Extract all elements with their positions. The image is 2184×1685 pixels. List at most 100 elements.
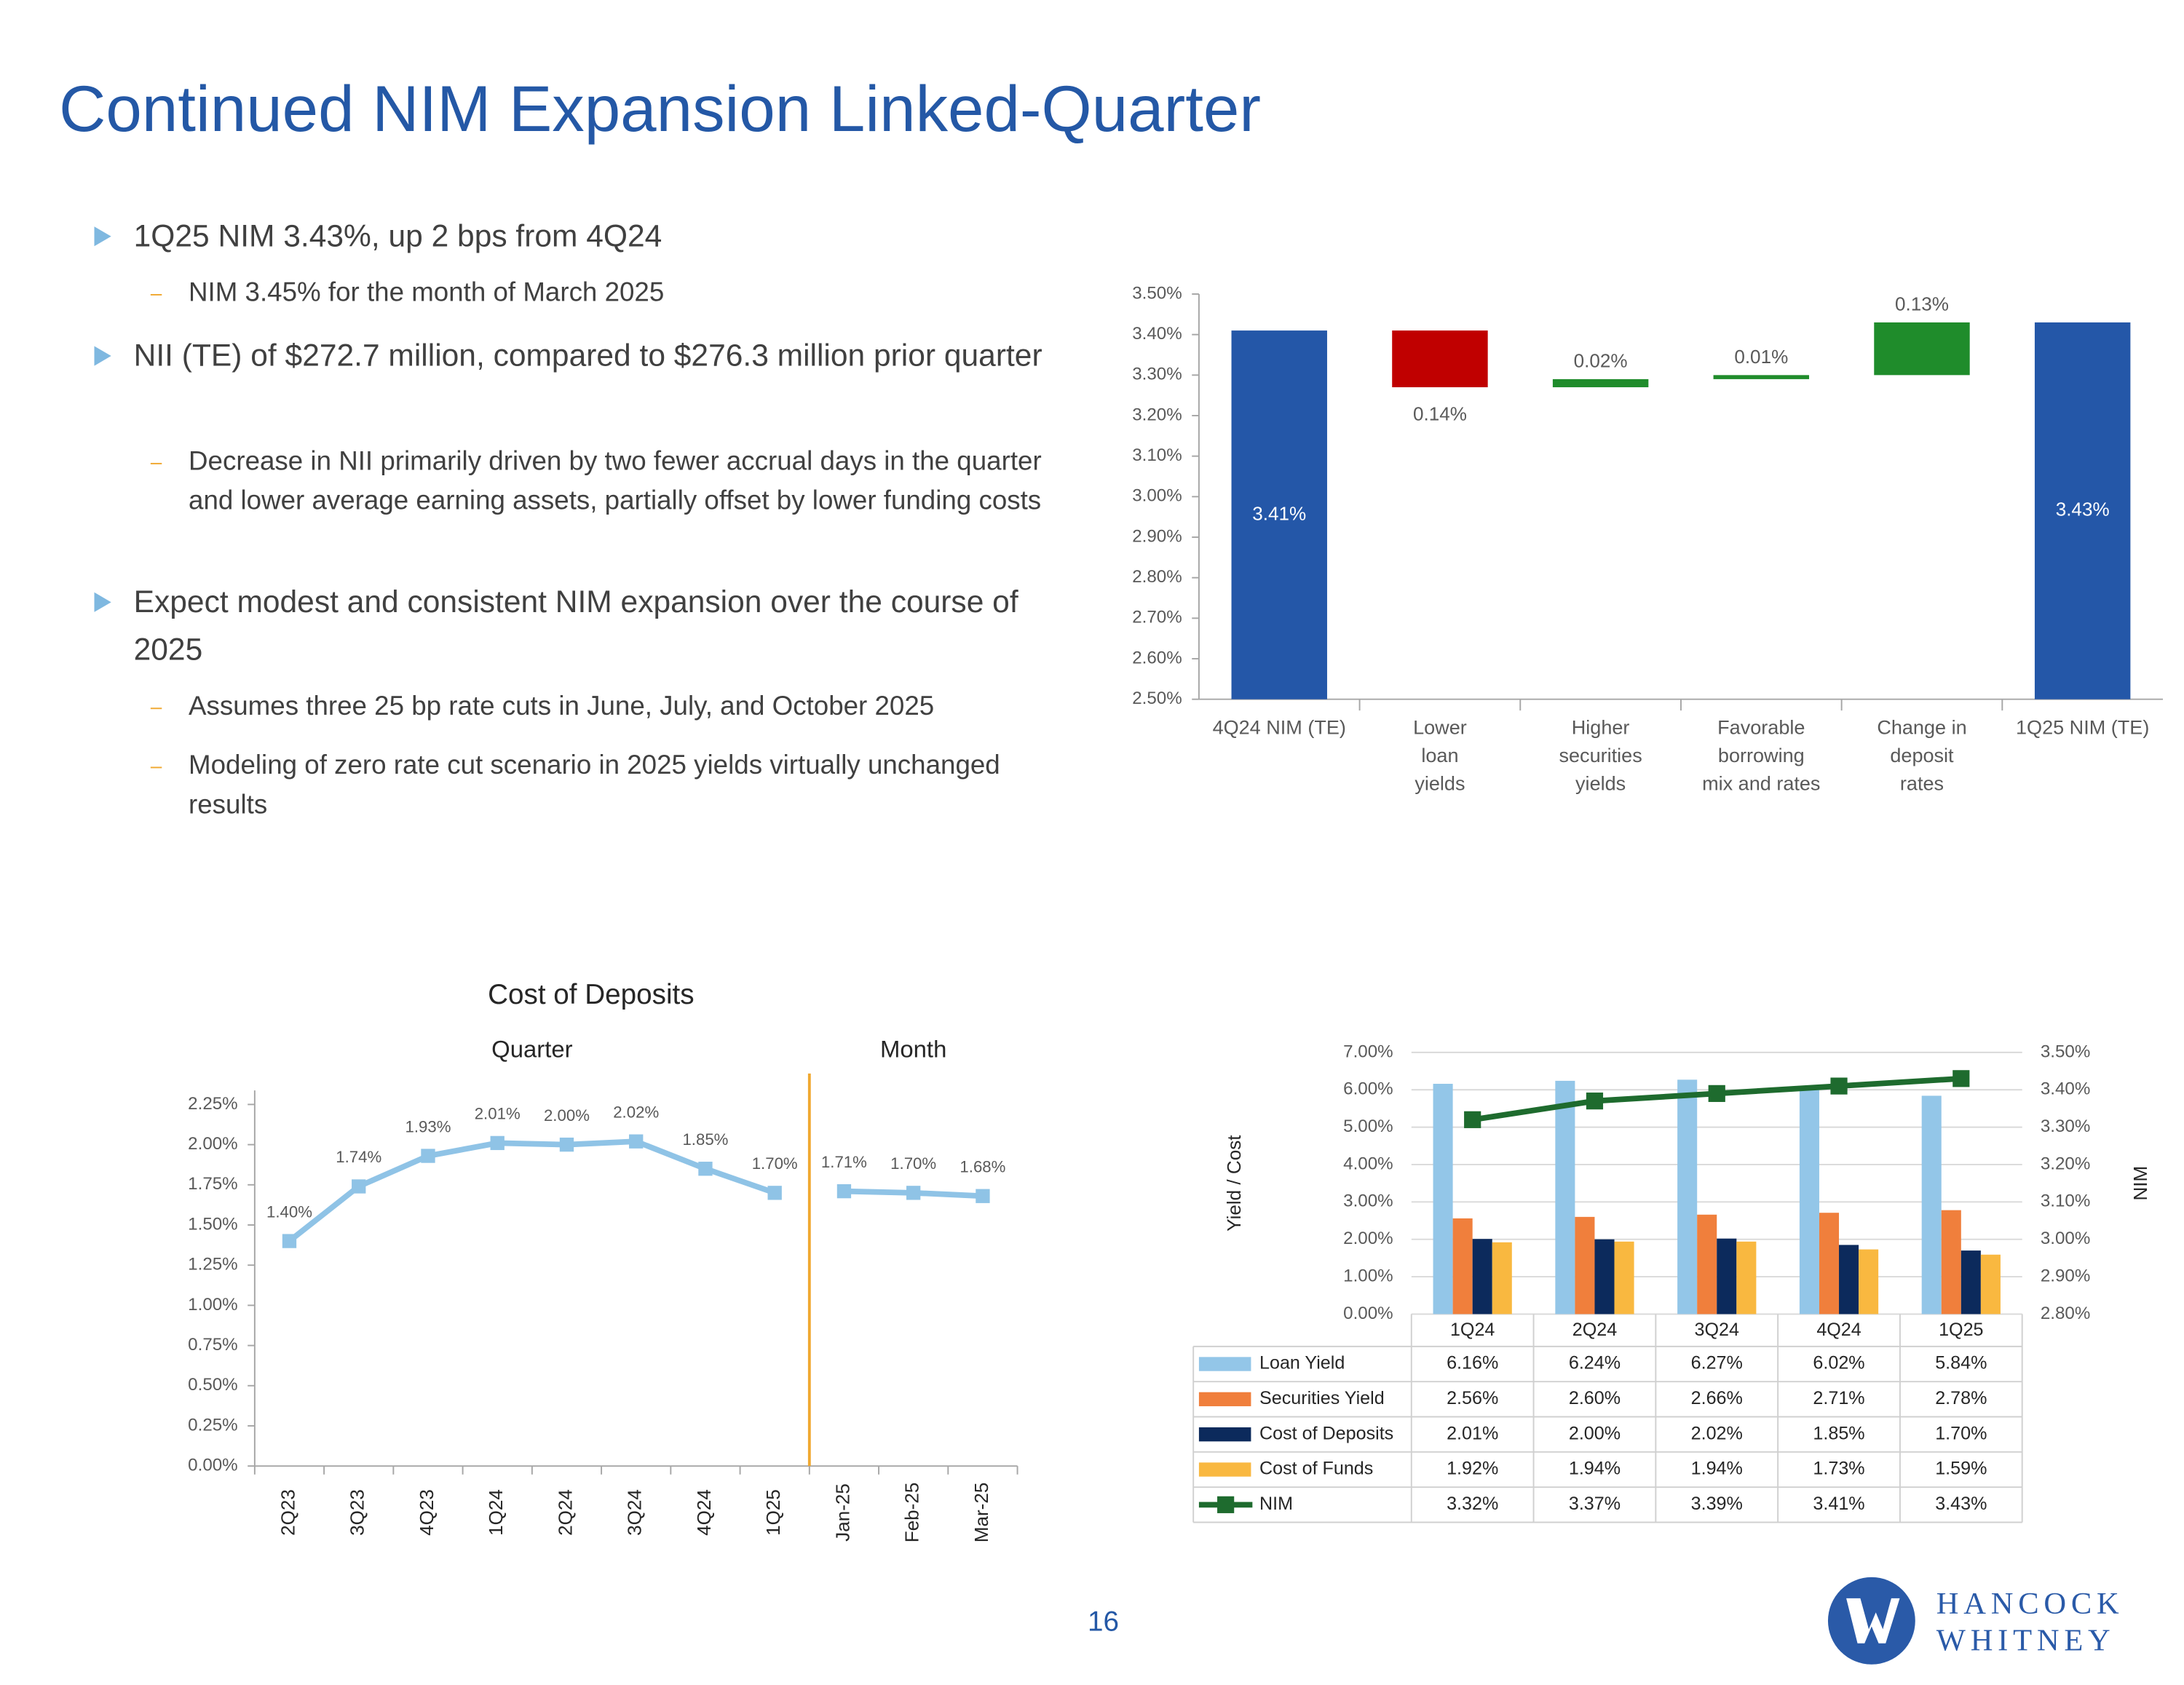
table-cell: 2.71%: [1813, 1388, 1864, 1408]
y-tick-label: 5.00%: [1343, 1117, 1393, 1136]
y2-tick-label: 3.10%: [2041, 1192, 2091, 1211]
table-cell: 3.32%: [1447, 1494, 1498, 1514]
section-label: Month: [880, 1036, 946, 1063]
x-tick-label: 2Q24: [554, 1489, 576, 1536]
x-tick-label: 4Q24 NIM (TE): [1213, 716, 1346, 738]
bullet-marker: [94, 592, 111, 612]
y-tick-label: 0.00%: [1343, 1304, 1393, 1323]
x-tick-label: 3Q24: [624, 1489, 646, 1536]
bar: [1231, 330, 1327, 699]
line: [288, 1138, 776, 1244]
table-cell: 2.02%: [1691, 1423, 1743, 1443]
table-cell: 1.59%: [1935, 1459, 1987, 1479]
sub-bullet-marker: [150, 462, 162, 464]
table-cell: 3.43%: [1935, 1494, 1987, 1514]
logo-mark: [1827, 1577, 1915, 1665]
sub-bullet: Assumes three 25 bp rate cuts in June, J…: [150, 688, 1072, 727]
bullet-marker: [94, 346, 111, 366]
bar: [1859, 1249, 1879, 1315]
legend-label: Securities Yield: [1259, 1388, 1385, 1408]
data-label: 1.71%: [821, 1153, 867, 1171]
label-line: 4Q24 NIM (TE): [1213, 716, 1346, 738]
data-label: 1.74%: [336, 1148, 381, 1166]
table-cell: 6.16%: [1447, 1353, 1498, 1373]
label-line: Higher: [1572, 716, 1630, 738]
table-cell: 6.27%: [1691, 1353, 1743, 1373]
section-label: Quarter: [491, 1036, 572, 1063]
data-label: 0.13%: [1895, 293, 1949, 315]
marker: [1830, 1077, 1848, 1095]
table-cell: 1.73%: [1813, 1459, 1864, 1479]
marker: [559, 1137, 574, 1152]
data-label: 1.70%: [752, 1154, 798, 1173]
marker: [836, 1184, 852, 1199]
bar: [1614, 1241, 1634, 1315]
y-tick-label: 1.75%: [188, 1174, 238, 1194]
bar: [1452, 1218, 1473, 1315]
sub-bullet-text: Assumes three 25 bp rate cuts in June, J…: [189, 692, 935, 722]
sub-bullet: NIM 3.45% for the month of March 2025: [150, 274, 1072, 314]
bar: [2034, 322, 2131, 699]
marker: [352, 1179, 366, 1194]
label-line: loan: [1421, 745, 1458, 766]
x-tick-label: 1Q24: [485, 1489, 507, 1536]
bar: [1552, 378, 1649, 388]
y-tick-label: 2.70%: [1132, 608, 1182, 627]
sub-bullet-marker: [150, 766, 162, 769]
data-label: 1.70%: [890, 1154, 936, 1173]
y-tick-label: 3.30%: [1132, 365, 1182, 384]
bar: [1713, 375, 1810, 379]
label-line: mix and rates: [1702, 773, 1820, 795]
logo-text: HANCOCK: [1936, 1585, 2124, 1621]
y2-tick-label: 2.90%: [2041, 1266, 2091, 1285]
y-tick-label: 3.20%: [1132, 405, 1182, 424]
y-tick-label: 2.25%: [188, 1094, 238, 1114]
data-label: 0.01%: [1734, 346, 1788, 368]
data-label: 3.41%: [1252, 502, 1306, 524]
bar: [1717, 1238, 1737, 1315]
sub-bullet-text: Modeling of zero rate cut scenario in 20…: [189, 751, 1000, 820]
data-label: 3.43%: [2056, 499, 2110, 520]
y2-tick-label: 3.50%: [2041, 1042, 2091, 1061]
x-tick-label: 3Q24: [1695, 1320, 1739, 1340]
marker: [490, 1135, 505, 1151]
marker: [767, 1186, 782, 1200]
label-line: Favorable: [1717, 716, 1805, 738]
y2-tick-label: 3.40%: [2041, 1079, 2091, 1099]
table-cell: 1.92%: [1447, 1459, 1498, 1479]
y-tick-label: 2.90%: [1132, 526, 1182, 546]
x-tick-label: Jan-25: [831, 1483, 853, 1542]
marker: [282, 1234, 297, 1248]
bar: [1392, 330, 1488, 388]
marker: [976, 1189, 990, 1203]
marker: [1708, 1085, 1725, 1102]
x-tick-label: 1Q25: [1939, 1320, 1983, 1340]
bar: [1594, 1239, 1615, 1315]
x-tick-label: Higher securities yields: [1559, 716, 1642, 794]
y-tick-label: 0.25%: [188, 1415, 238, 1435]
bar: [1839, 1245, 1859, 1315]
data-label: 1.68%: [960, 1157, 1005, 1175]
y-tick-label: 0.50%: [188, 1375, 238, 1395]
bar: [1874, 322, 1970, 376]
bar: [1575, 1216, 1595, 1315]
y-tick-label: 0.00%: [188, 1456, 238, 1475]
x-tick-label: 4Q23: [416, 1489, 438, 1536]
y2-tick-label: 3.30%: [2041, 1117, 2091, 1136]
bar: [1941, 1210, 1961, 1315]
x-tick-label: 2Q24: [1572, 1320, 1617, 1340]
legend-label: Cost of Deposits: [1259, 1423, 1393, 1443]
slide-title: Continued NIM Expansion Linked-Quarter: [59, 71, 1261, 146]
label-line: Change in: [1877, 716, 1966, 738]
table-cell: 3.41%: [1813, 1494, 1864, 1514]
y-tick-label: 2.50%: [1132, 689, 1182, 708]
label-line: securities: [1559, 745, 1642, 766]
legend-swatch: [1217, 1496, 1235, 1513]
bar: [1555, 1080, 1575, 1315]
bar: [1980, 1254, 2001, 1315]
y-tick-label: 3.00%: [1132, 486, 1182, 506]
data-label: 1.85%: [682, 1130, 728, 1149]
marker: [629, 1134, 644, 1149]
table-cell: 3.37%: [1569, 1494, 1621, 1514]
sub-bullet: Decrease in NII primarily driven by two …: [150, 443, 1072, 522]
